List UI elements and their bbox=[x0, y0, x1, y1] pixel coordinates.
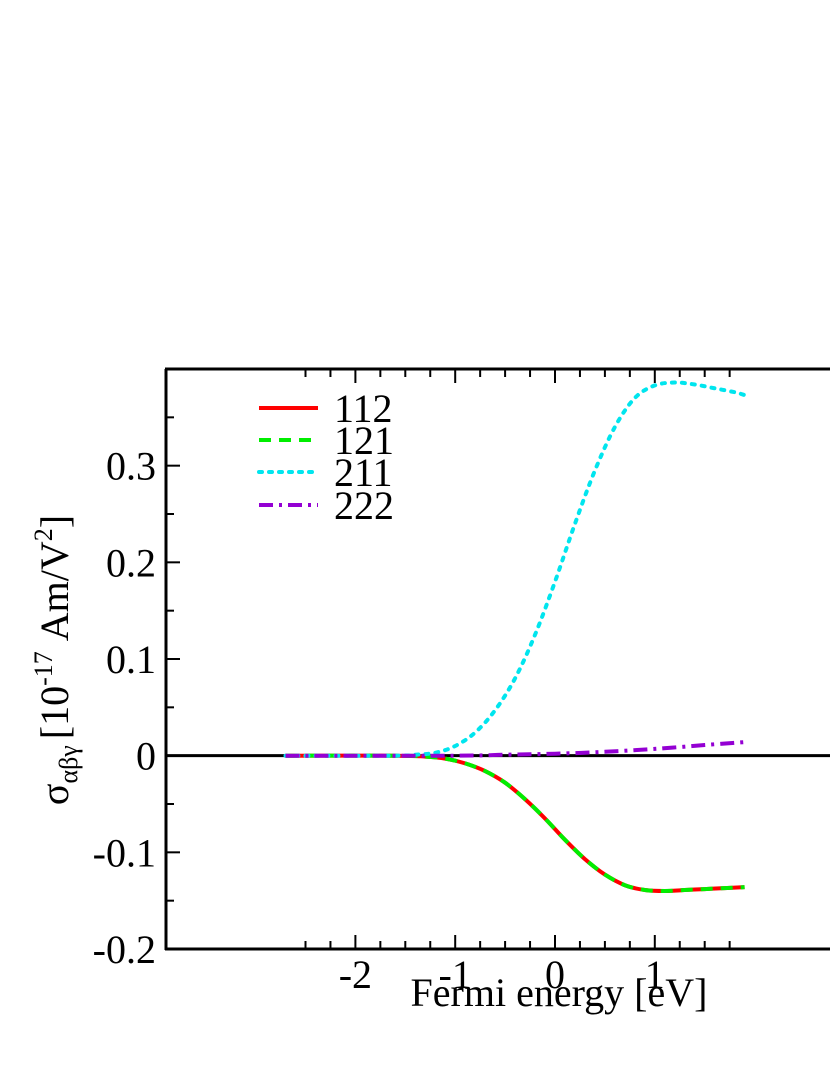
y-axis-label: σαβγ [10-17 Am/V2] bbox=[29, 515, 83, 805]
x-axis-label: Fermi energy [eV] bbox=[411, 970, 708, 1015]
tick-labels: -2 -1 0 1 -0.2 -0.1 0 0.1 0.2 0.3 bbox=[93, 444, 665, 997]
y-tick-label: 0 bbox=[136, 734, 156, 779]
plot-frame bbox=[164, 367, 830, 951]
y-label-unit-mid: Am/V bbox=[32, 541, 77, 651]
series-layer bbox=[283, 380, 747, 894]
legend-label-112: 112 bbox=[334, 386, 393, 431]
series-line-211 bbox=[283, 380, 747, 758]
y-label-unit-close: ] bbox=[32, 515, 77, 528]
svg-text:σαβγ[10-17 Am/V2]: σαβγ [10-17 Am/V2] bbox=[29, 515, 83, 805]
series-line-222 bbox=[285, 740, 745, 758]
y-tick-label: -0.1 bbox=[93, 830, 156, 875]
legend-label-222: 222 bbox=[334, 483, 394, 528]
x-tick-label: 0 bbox=[545, 952, 565, 997]
y-label-symbol: σ bbox=[32, 784, 77, 806]
y-label-subscript: αβγ bbox=[54, 745, 83, 783]
ticks-layer bbox=[166, 369, 731, 950]
y-tick-label: 0.3 bbox=[106, 444, 156, 489]
legend-label-121: 121 bbox=[334, 418, 394, 463]
y-tick-label: 0.2 bbox=[106, 540, 156, 585]
x-tick-label: -2 bbox=[339, 952, 372, 997]
series-line-121 bbox=[285, 753, 745, 894]
y-label-exponent: -17 bbox=[29, 651, 58, 686]
y-label-unit-open: [10 bbox=[32, 686, 77, 739]
series-line-112 bbox=[285, 753, 745, 894]
x-tick-label: -1 bbox=[439, 952, 472, 997]
y-tick-label: -0.2 bbox=[93, 927, 156, 972]
x-tick-label: 1 bbox=[645, 952, 665, 997]
legend-label-211: 211 bbox=[334, 450, 393, 495]
y-label-unit-exp: 2 bbox=[29, 528, 58, 541]
y-tick-label: 0.1 bbox=[106, 637, 156, 682]
